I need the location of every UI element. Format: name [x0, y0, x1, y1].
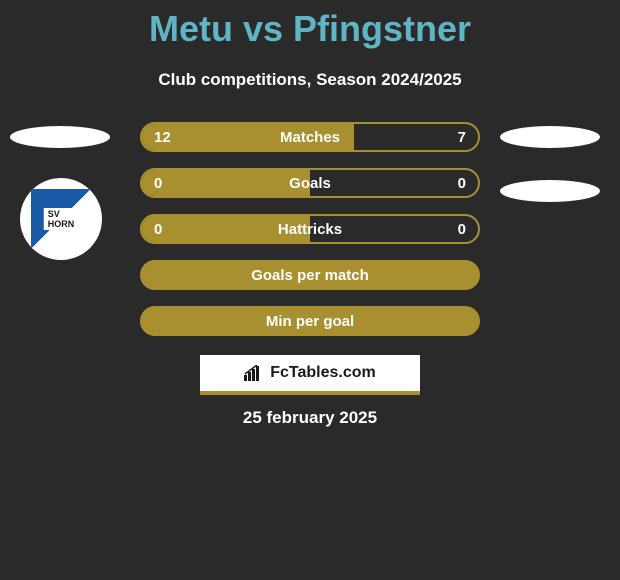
stat-label: Hattricks: [278, 221, 342, 238]
stats-container: 12 Matches 7 0 Goals 0 0 Hattricks 0 Goa…: [140, 122, 480, 352]
badge-label: SV HORN: [44, 208, 79, 230]
stat-label: Goals: [289, 175, 331, 192]
brand-text: FcTables.com: [270, 364, 376, 382]
stat-left-value: 0: [142, 170, 310, 196]
page-subtitle: Club competitions, Season 2024/2025: [0, 70, 620, 90]
chart-bars-icon: [244, 365, 264, 381]
stat-right-value: 0: [458, 175, 466, 192]
stat-right-value: 0: [458, 221, 466, 238]
stat-row-matches: 12 Matches 7: [140, 122, 480, 152]
page-title: Metu vs Pfingstner: [0, 0, 620, 50]
decorative-ellipse-right-2: [500, 180, 600, 202]
stat-row-hattricks: 0 Hattricks 0: [140, 214, 480, 244]
decorative-ellipse-left: [10, 126, 110, 148]
brand-box: FcTables.com: [200, 355, 420, 395]
stat-right-value: 7: [458, 129, 466, 146]
stat-label: Matches: [280, 129, 340, 146]
stat-row-goals: 0 Goals 0: [140, 168, 480, 198]
stat-row-goals-per-match: Goals per match: [140, 260, 480, 290]
decorative-ellipse-right-1: [500, 126, 600, 148]
team-badge: SV HORN: [20, 178, 102, 260]
badge-shield-icon: SV HORN: [31, 189, 91, 249]
stat-label: Min per goal: [266, 313, 354, 330]
stat-label: Goals per match: [251, 267, 369, 284]
date-text: 25 february 2025: [0, 408, 620, 428]
stat-row-min-per-goal: Min per goal: [140, 306, 480, 336]
